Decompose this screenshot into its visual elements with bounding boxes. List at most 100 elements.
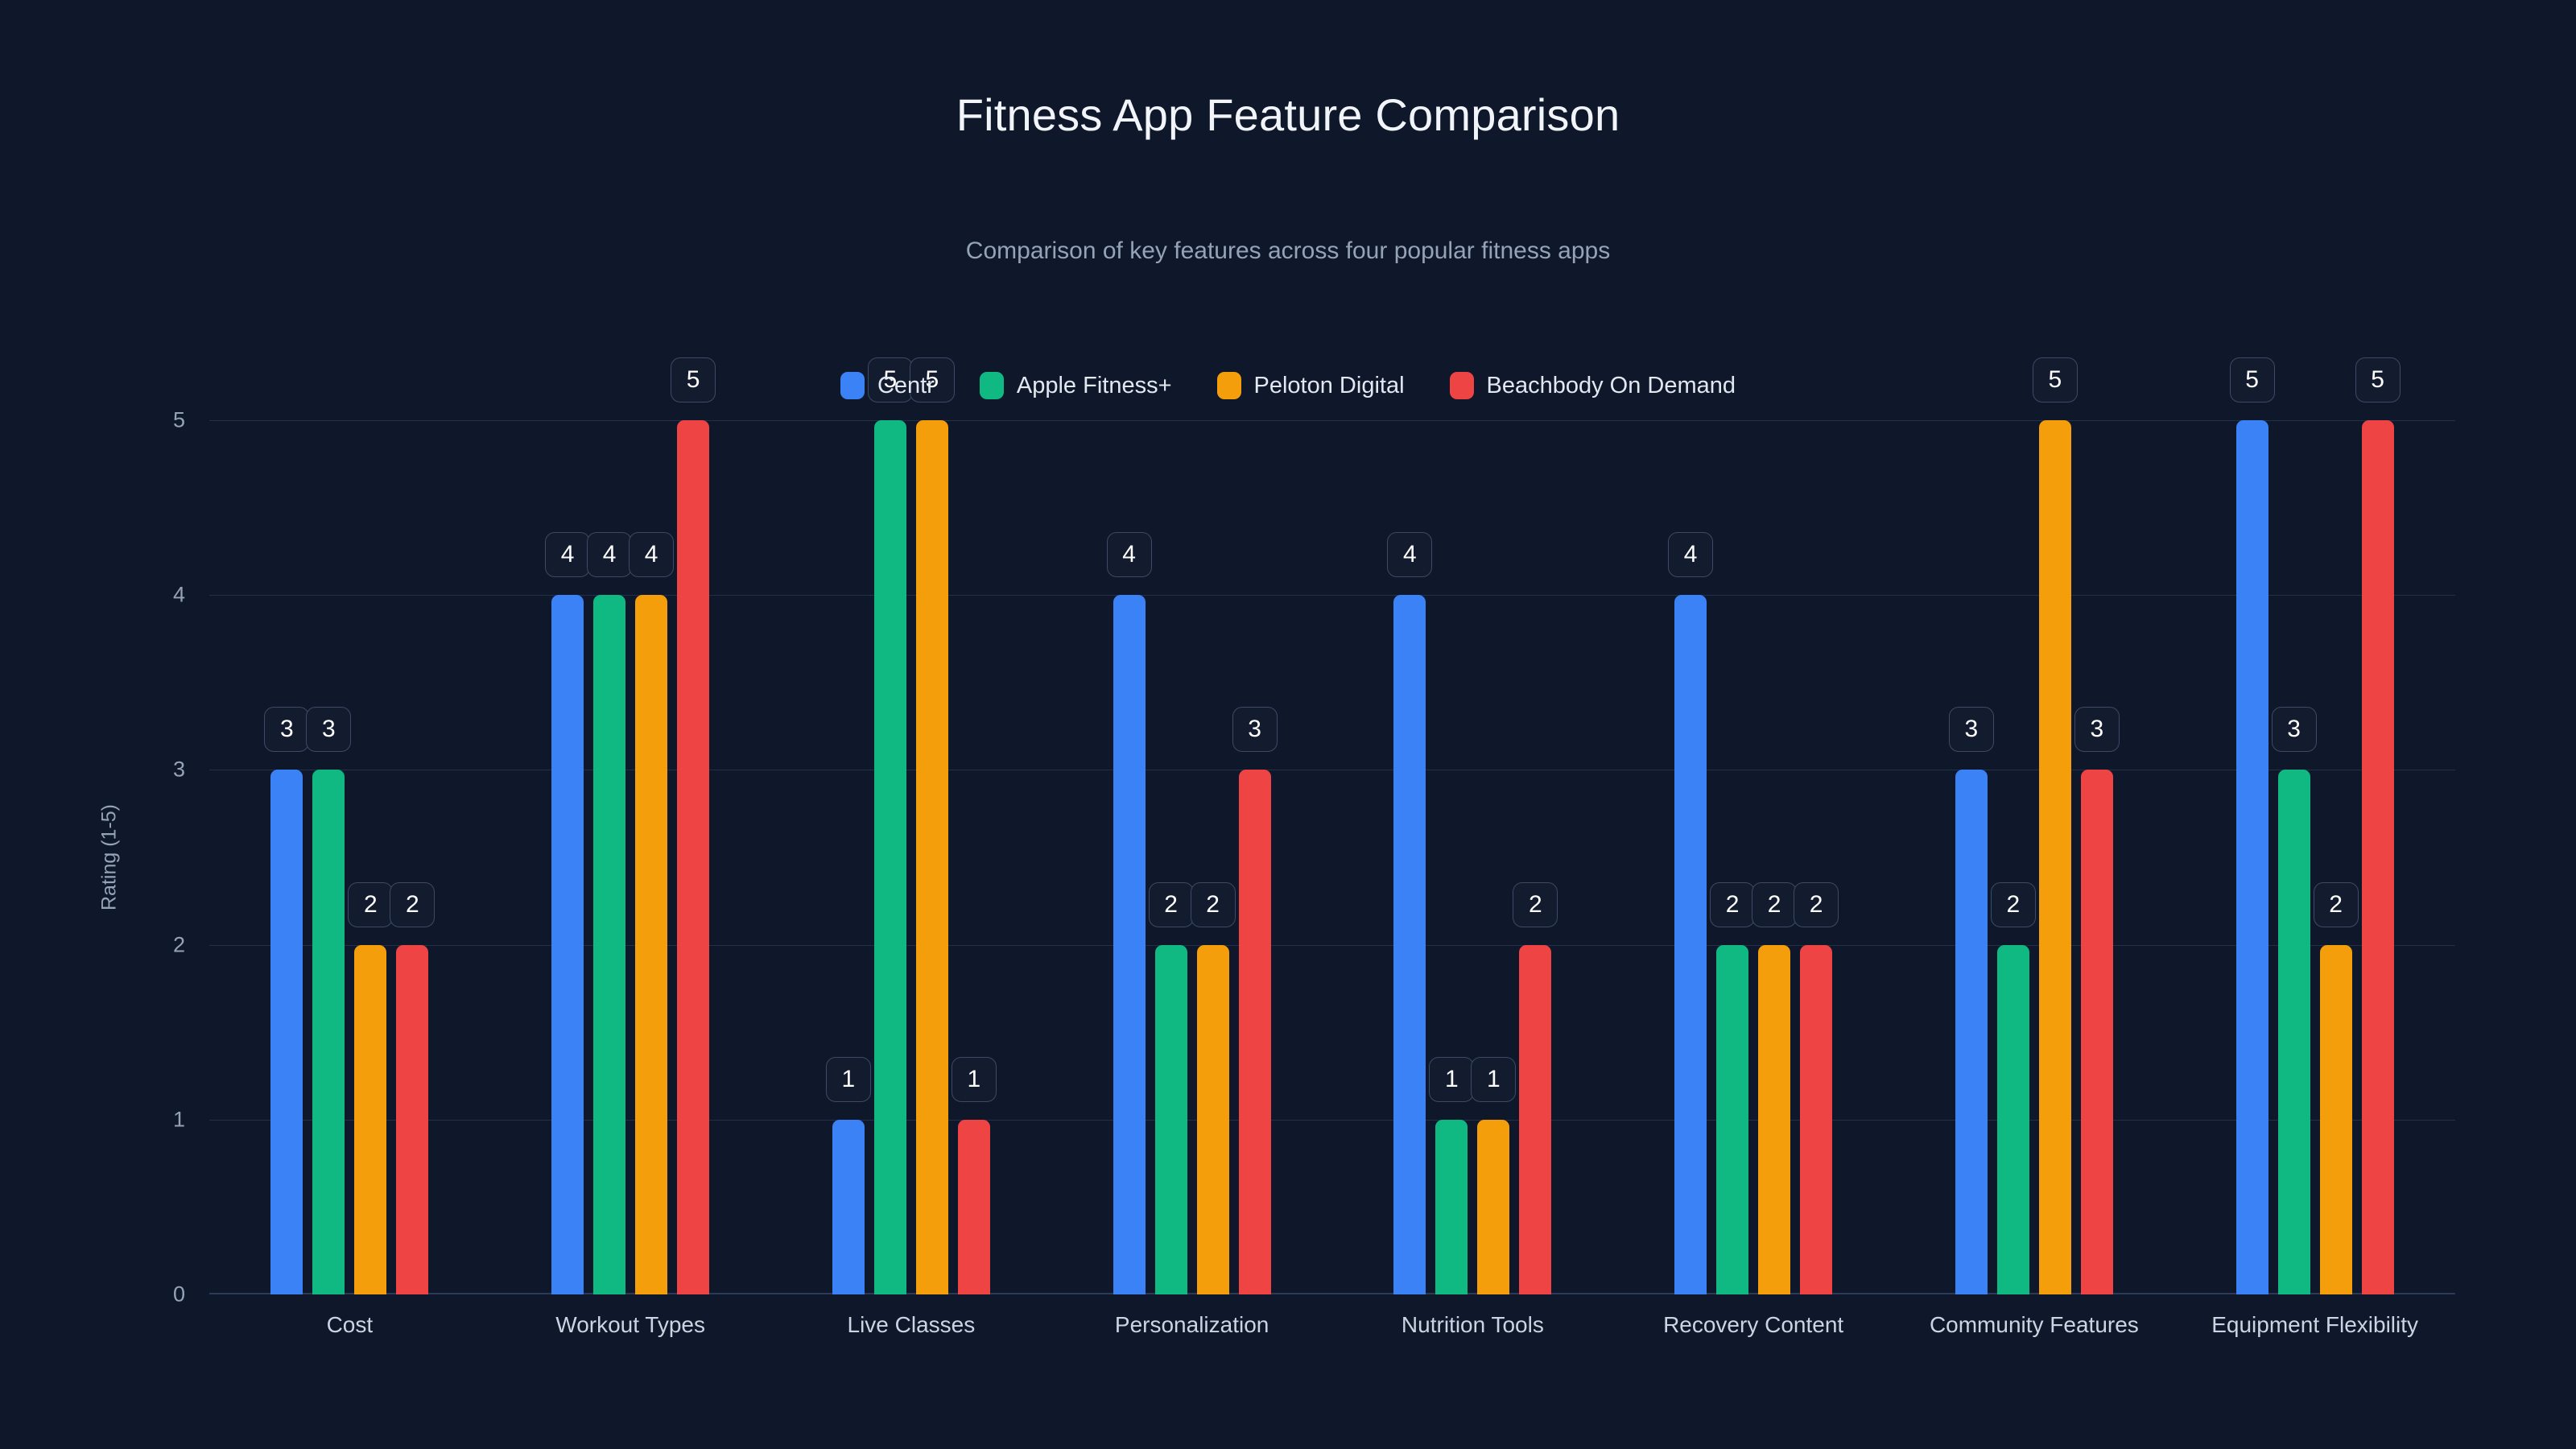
x-axis-tick-label: Nutrition Tools (1401, 1312, 1544, 1337)
legend-item-peloton-digital[interactable]: Peloton Digital (1216, 372, 1405, 399)
bar[interactable] (1955, 770, 1988, 1294)
y-axis-tick-label: 2 (172, 932, 185, 957)
bar-column: 2 (1190, 420, 1236, 1294)
bar-value-label: 4 (587, 532, 633, 578)
bar-column: 4 (587, 420, 633, 1294)
bar-column: 2 (1710, 420, 1756, 1294)
y-axis-tick-label: 0 (172, 1282, 185, 1307)
bar-group: 3 2 5 3 (1946, 357, 2123, 1294)
bar[interactable] (1716, 944, 1749, 1294)
bar[interactable] (677, 420, 710, 1294)
chart-subtitle: Comparison of key features across four p… (965, 237, 1611, 264)
x-axis-tick-label: Community Features (1929, 1312, 2139, 1337)
bar[interactable] (1519, 944, 1552, 1294)
bar[interactable] (2080, 770, 2113, 1294)
bar-value-label: 5 (2229, 357, 2275, 402)
bar-value-label: 3 (2074, 707, 2120, 753)
bar[interactable] (1154, 944, 1187, 1294)
bar-column: 5 (2355, 357, 2401, 1294)
bar-column: 4 (1387, 420, 1433, 1294)
bar[interactable] (915, 420, 948, 1294)
bar[interactable] (1196, 944, 1229, 1294)
legend-item-centr[interactable]: Centr (840, 372, 935, 399)
bar-column: 2 (1513, 420, 1558, 1294)
bar-value-label: 2 (390, 881, 436, 927)
bar-value-label: 5 (2355, 357, 2401, 402)
y-axis-tick-label: 1 (172, 1107, 185, 1132)
bar[interactable] (396, 944, 429, 1294)
bar-value-label: 5 (2032, 357, 2078, 402)
bar-column: 2 (1752, 420, 1798, 1294)
bar[interactable] (1435, 1119, 1468, 1294)
bar[interactable] (1674, 595, 1707, 1294)
bar-column: 2 (1148, 420, 1194, 1294)
bar[interactable] (2277, 770, 2310, 1294)
bar[interactable] (2038, 420, 2071, 1294)
legend-swatch-icon (1216, 372, 1241, 399)
bar-column: 5 (867, 357, 913, 1294)
bar-column: 5 (2032, 357, 2078, 1294)
bar-value-label: 1 (825, 1056, 871, 1102)
gridline (209, 1119, 2455, 1121)
bar-column: 1 (825, 420, 871, 1294)
bar-column: 2 (1794, 420, 1839, 1294)
x-axis-tick-label: Live Classes (847, 1312, 976, 1337)
bar-column: 5 (671, 357, 716, 1294)
bar[interactable] (1800, 944, 1833, 1294)
bar[interactable] (635, 595, 668, 1294)
chart-legend: Centr Apple Fitness+ Peloton Digital Beachb… (0, 372, 2576, 399)
bar[interactable] (1113, 595, 1146, 1294)
bar[interactable] (832, 1119, 865, 1294)
bar-column: 2 (1990, 420, 2036, 1294)
legend-swatch-icon (1449, 372, 1474, 399)
bar-column: 5 (909, 357, 955, 1294)
bar[interactable] (270, 770, 303, 1294)
bar[interactable] (312, 770, 345, 1294)
legend-item-label: Apple Fitness+ (1016, 372, 1172, 398)
bar-column: 4 (545, 420, 591, 1294)
bar-value-label: 2 (1513, 881, 1558, 927)
legend-item-label: Beachbody On Demand (1486, 372, 1736, 398)
bar-column: 1 (1429, 420, 1475, 1294)
bar-column: 4 (1668, 420, 1714, 1294)
bar-value-label: 2 (348, 881, 394, 927)
x-axis-tick-label: Equipment Flexibility (2211, 1312, 2419, 1337)
bar[interactable] (1238, 770, 1271, 1294)
gridline (209, 595, 2455, 597)
bar[interactable] (1996, 944, 2029, 1294)
bar[interactable] (2235, 420, 2268, 1294)
legend-item-apple-fitness[interactable]: Apple Fitness+ (979, 372, 1172, 399)
bar-group: 5 3 2 5 (2227, 357, 2404, 1294)
x-axis-tick-label: Workout Types (555, 1312, 705, 1337)
legend-swatch-icon (979, 372, 1004, 399)
x-axis-tick-label: Personalization (1114, 1312, 1269, 1337)
bar[interactable] (1477, 1119, 1510, 1294)
bar-column: 1 (1471, 420, 1517, 1294)
bar-column: 3 (1948, 420, 1994, 1294)
bar-column: 3 (2074, 420, 2120, 1294)
bar[interactable] (551, 595, 584, 1294)
bar[interactable] (1758, 944, 1791, 1294)
legend-item-beachbody-on-demand[interactable]: Beachbody On Demand (1449, 372, 1736, 399)
bar[interactable] (354, 944, 387, 1294)
bar-column: 1 (951, 420, 997, 1294)
bar[interactable] (2361, 420, 2394, 1294)
bar-column: 3 (264, 420, 310, 1294)
bar-value-label: 2 (1190, 881, 1236, 927)
bar-column: 5 (2229, 357, 2275, 1294)
bar[interactable] (957, 1119, 990, 1294)
bar[interactable] (1393, 595, 1426, 1294)
bar-value-label: 1 (951, 1056, 997, 1102)
bar[interactable] (2319, 944, 2352, 1294)
y-axis-tick-label: 3 (172, 757, 185, 782)
bar-value-label: 4 (1106, 532, 1152, 578)
bar[interactable] (873, 420, 906, 1294)
bar[interactable] (593, 595, 626, 1294)
bar-value-label: 1 (1471, 1056, 1517, 1102)
